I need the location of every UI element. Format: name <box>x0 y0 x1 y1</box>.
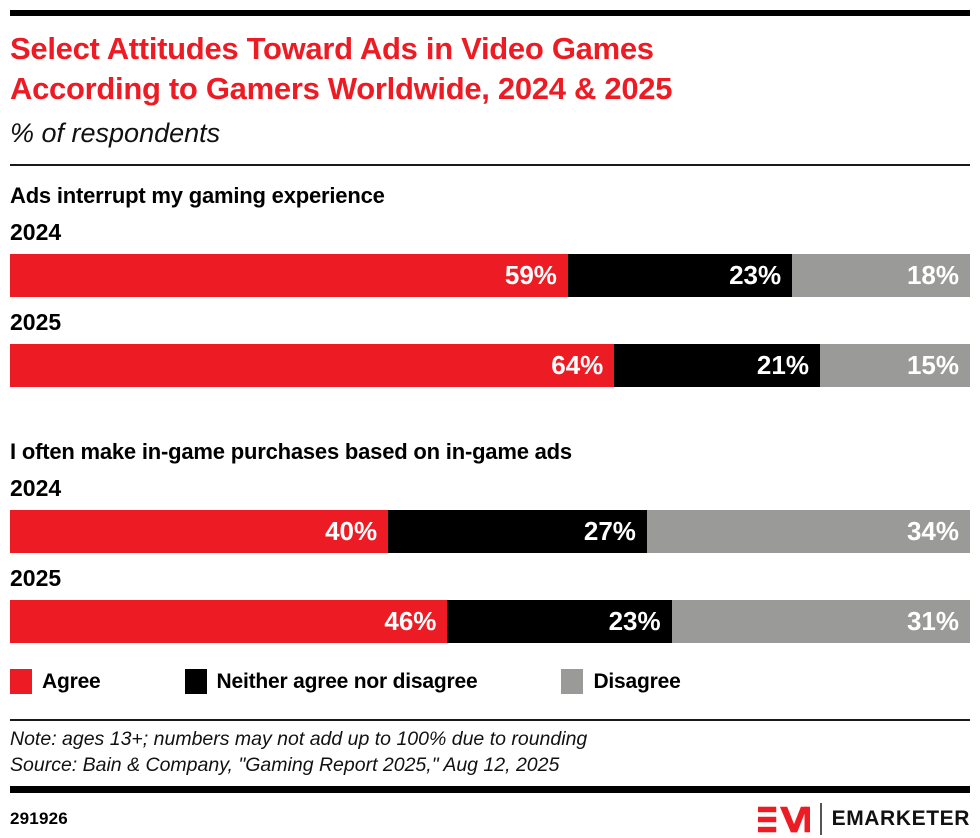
bar-segment-neither: 27% <box>388 510 647 553</box>
legend-label: Disagree <box>593 669 681 693</box>
bar-value-label: 46% <box>384 606 437 636</box>
bar-segment-disagree: 15% <box>819 344 970 387</box>
bar-value-label: 59% <box>504 260 557 290</box>
bottom-rule <box>10 786 970 793</box>
bar-segment-neither: 23% <box>567 254 793 297</box>
brand-name: EMARKETER <box>831 807 970 830</box>
bar-value-label: 18% <box>906 260 959 290</box>
stacked-bar: 64% 21% 15% <box>10 344 970 387</box>
top-rule <box>10 10 970 16</box>
legend-item: Disagree <box>561 669 681 694</box>
bar-segment-agree: 40% <box>10 510 389 553</box>
em-logo-icon <box>757 806 810 832</box>
chart-section: Ads interrupt my gaming experience 2024 59… <box>10 183 970 387</box>
legend-item: Agree <box>10 669 101 694</box>
bar-value-label: 23% <box>729 260 782 290</box>
bar-segment-neither: 21% <box>614 344 820 387</box>
legend-swatch <box>10 669 32 694</box>
bar-segment-disagree: 18% <box>792 254 970 297</box>
chart-id: 291926 <box>10 809 68 828</box>
bar-segment-disagree: 31% <box>671 600 970 643</box>
bar-value-label: 23% <box>608 606 661 636</box>
legend-swatch <box>561 669 584 694</box>
question-label: Ads interrupt my gaming experience <box>10 183 385 208</box>
legend-item: Neither agree nor disagree <box>184 669 478 694</box>
question-label: I often make in-game purchases based on … <box>10 439 572 464</box>
bar-value-label: 40% <box>325 516 378 546</box>
bar-value-label: 31% <box>906 606 959 636</box>
chart-section: I often make in-game purchases based on … <box>10 439 970 643</box>
note-divider <box>10 719 970 721</box>
bar-segment-agree: 59% <box>10 254 568 297</box>
year-label: 2025 <box>10 565 62 591</box>
bar-value-label: 64% <box>551 350 604 380</box>
chart-body: Ads interrupt my gaming experience 2024 59… <box>10 183 970 643</box>
stacked-bar: 59% 23% 18% <box>10 254 970 297</box>
header-divider <box>10 164 970 166</box>
stacked-bar: 40% 27% 34% <box>10 510 970 553</box>
bar-value-label: 15% <box>906 350 959 380</box>
bar-segment-agree: 64% <box>10 344 615 387</box>
year-label: 2024 <box>10 475 62 501</box>
chart-subtitle: % of respondents <box>10 118 221 148</box>
note-block: Note: ages 13+; numbers may not add up t… <box>10 726 970 778</box>
bar-segment-agree: 46% <box>10 600 448 643</box>
chart-title-line2: According to Gamers Worldwide, 2024 & 20… <box>10 71 673 106</box>
bar-segment-neither: 23% <box>447 600 672 643</box>
bar-value-label: 21% <box>756 350 809 380</box>
chart-note: Note: ages 13+; numbers may not add up t… <box>10 728 588 750</box>
year-label: 2024 <box>10 219 62 245</box>
bar-segment-disagree: 34% <box>646 510 970 553</box>
bar-value-label: 34% <box>906 516 959 546</box>
legend-label: Agree <box>42 669 101 693</box>
legend-swatch <box>184 669 207 694</box>
year-label: 2025 <box>10 309 62 335</box>
legend-label: Neither agree nor disagree <box>216 669 478 693</box>
brand-logo: EMARKETER <box>757 803 970 835</box>
chart-legend: Agree Neither agree nor disagree Disagree <box>10 669 970 694</box>
brand-divider <box>819 803 822 835</box>
footer-row: 291926 EMARKETER <box>10 803 970 835</box>
chart-source: Source: Bain & Company, "Gaming Report 2… <box>10 754 560 776</box>
chart-title: Select Attitudes Toward Ads in Video Gam… <box>10 29 970 109</box>
bar-value-label: 27% <box>583 516 636 546</box>
stacked-bar: 46% 23% 31% <box>10 600 970 643</box>
chart-title-line1: Select Attitudes Toward Ads in Video Gam… <box>10 31 654 66</box>
